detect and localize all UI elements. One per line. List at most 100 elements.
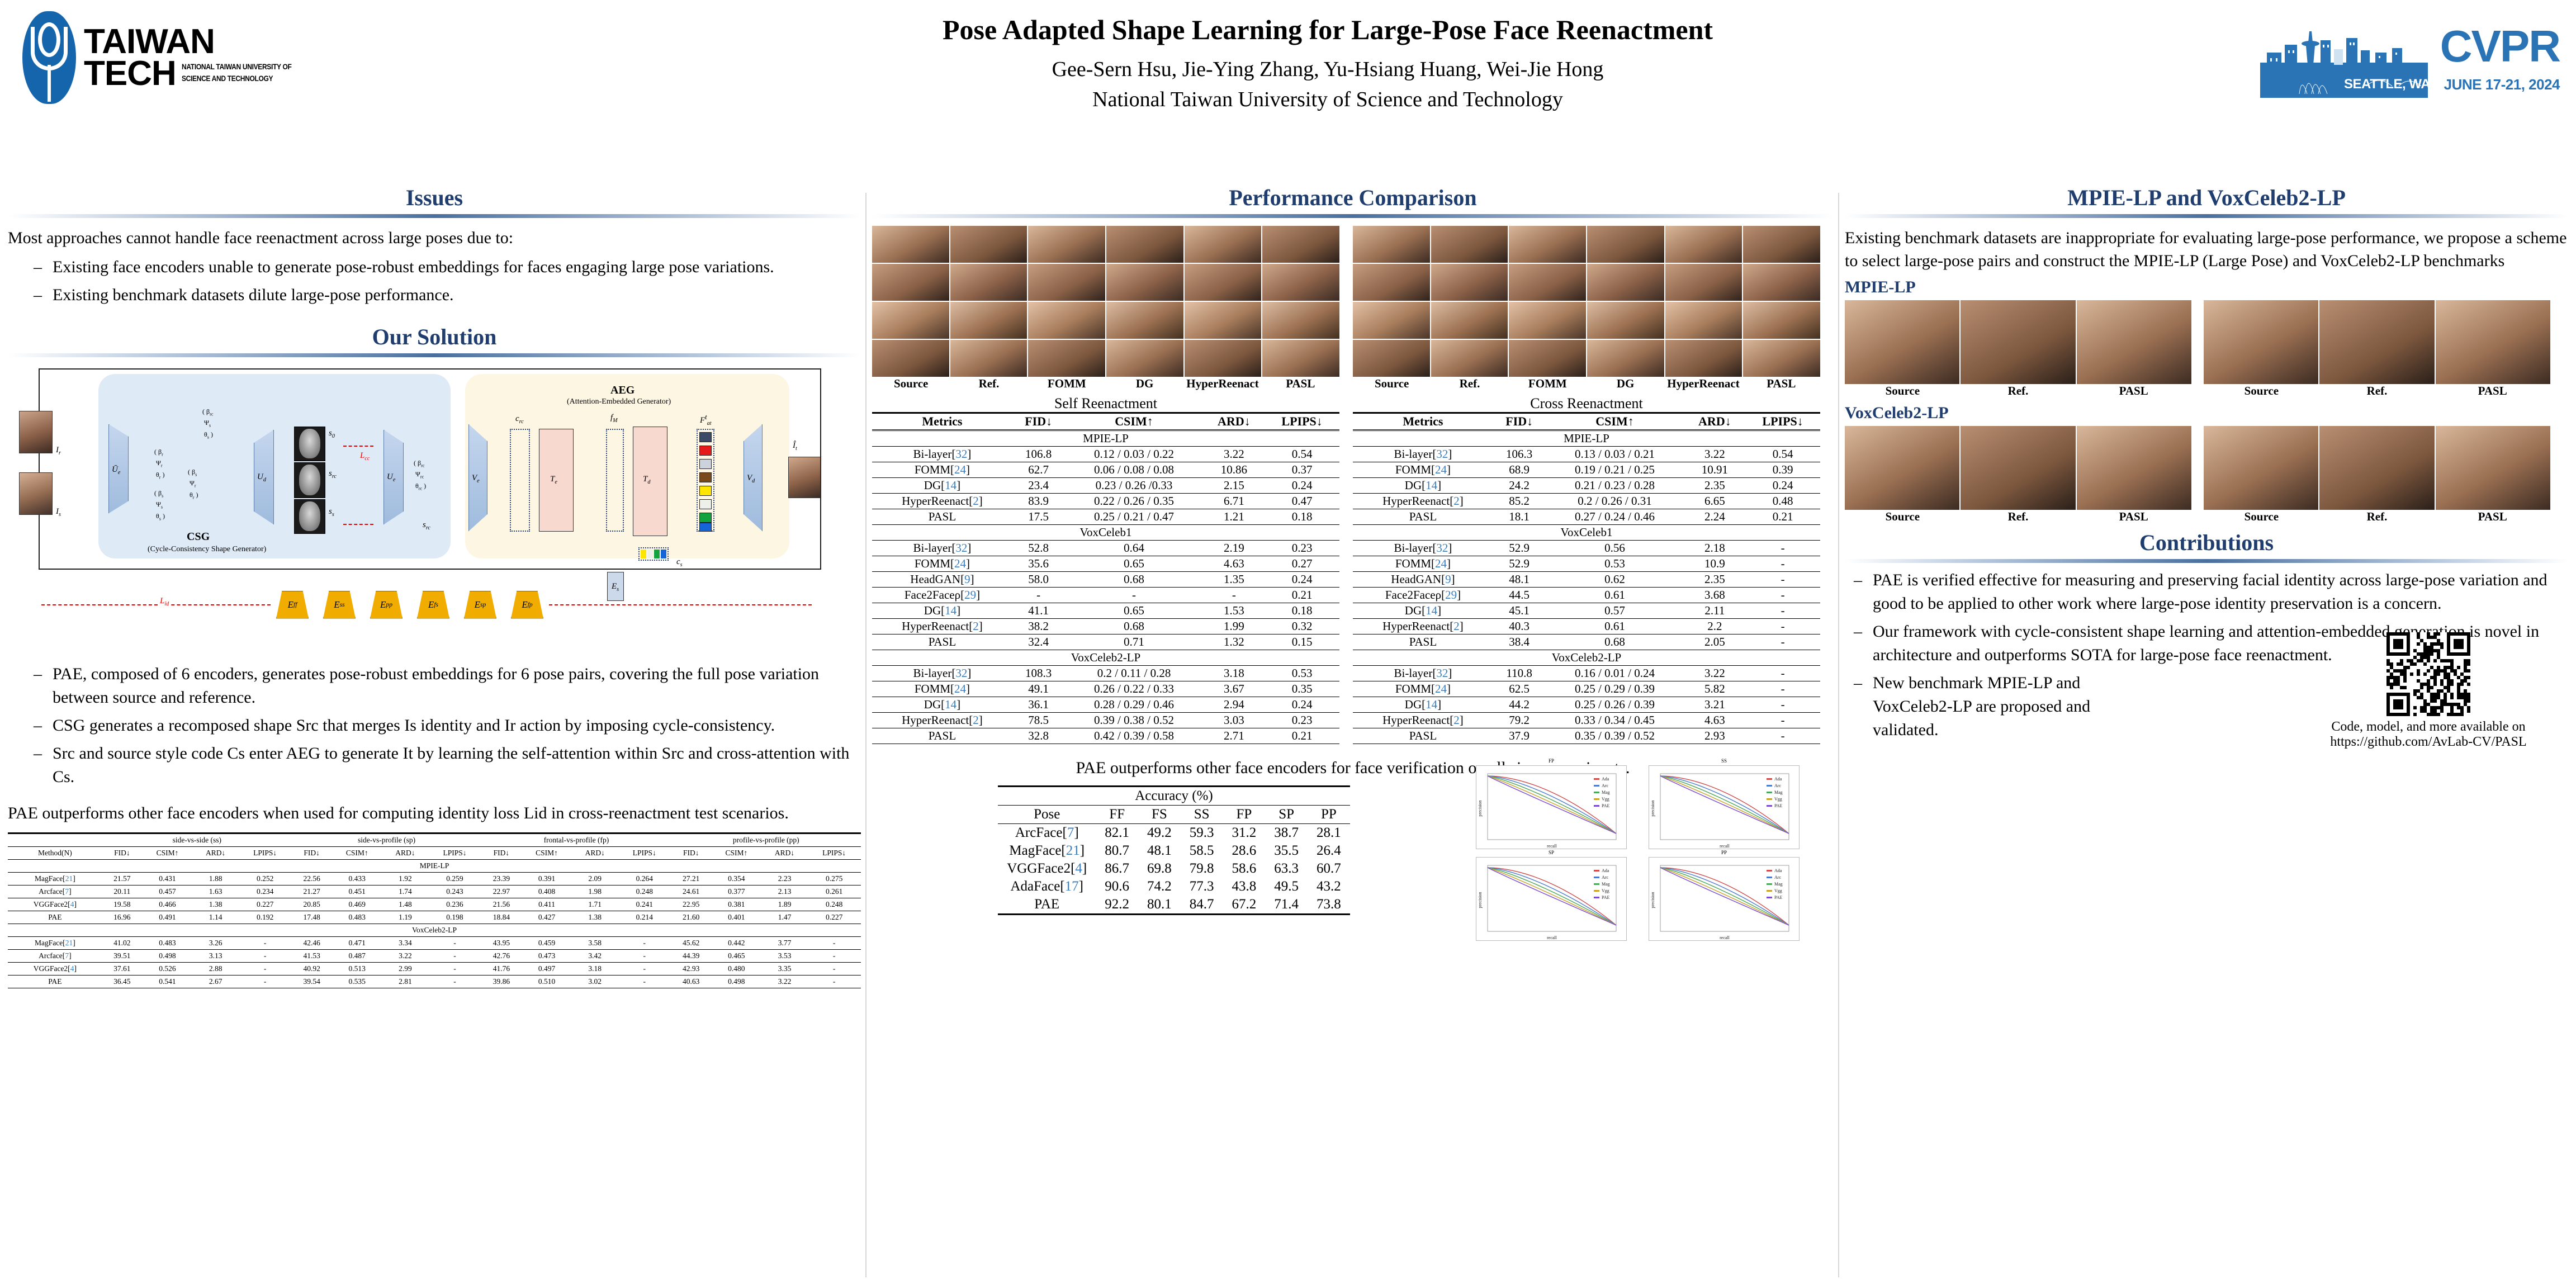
- sample-face-image: [1587, 340, 1664, 377]
- row-lpips: 0.37: [1291, 463, 1313, 476]
- hdr-ss-fid: FID↓: [114, 849, 130, 857]
- row-fid: 37.9: [1509, 729, 1530, 742]
- row-ard: 1.99: [1224, 619, 1244, 633]
- row-ard: 2.11: [1704, 604, 1725, 617]
- benchmarks-heading: MPIE-LP and VoxCeleb2-LP: [2067, 185, 2346, 210]
- row-value: 69.8: [1147, 861, 1172, 876]
- row-method: ArcFace[7]: [1015, 825, 1079, 840]
- row-value: -: [832, 951, 836, 960]
- svg-text:Mag: Mag: [1602, 790, 1610, 795]
- table-row: HyperReenact[2] 83.9 0.22 / 0.26 / 0.35 6.7…: [872, 494, 1339, 509]
- row-value: 92.2: [1105, 897, 1129, 912]
- row-value: 49.5: [1274, 879, 1299, 894]
- table-row: Bi-layer[32] 106.8 0.12 / 0.03 / 0.22 3.22 0…: [872, 447, 1339, 462]
- sample-caption: PASL: [2119, 384, 2148, 397]
- row-ard: 10.9: [1704, 557, 1725, 570]
- row-fid: 62.7: [1028, 463, 1049, 476]
- sample-face-image: [1743, 226, 1820, 263]
- row-fid: 79.2: [1509, 713, 1530, 727]
- row-csim: 0.2 / 0.11 / 0.28: [1097, 666, 1171, 680]
- row-value: 1.98: [588, 887, 602, 896]
- sample-caption: Ref.: [2007, 384, 2029, 397]
- row-value: 3.35: [778, 964, 792, 973]
- row-method: MagFace[21]: [34, 939, 75, 947]
- row-fid: 40.3: [1509, 619, 1530, 633]
- table-row: PASL 18.1 0.27 / 0.24 / 0.46 2.24 0.21: [1353, 509, 1820, 525]
- label-fM: fM: [610, 413, 618, 424]
- github-qr-code[interactable]: [2386, 632, 2470, 716]
- row-method: HyperReenact[2]: [902, 713, 983, 727]
- acc-hdr-ff: FF: [1109, 807, 1125, 822]
- row-lpips: 0.21: [1772, 510, 1793, 523]
- encoder-section-label: MPIE-LP: [419, 861, 449, 870]
- table-row: Bi-layer[32] 108.3 0.2 / 0.11 / 0.28 3.18 0.…: [872, 666, 1339, 681]
- sample-caption: Ref.: [978, 377, 1000, 390]
- row-value: 0.451: [348, 887, 366, 896]
- table-row: DG[14] 45.1 0.57 2.11 -: [1353, 603, 1820, 619]
- csg-title: CSG: [187, 530, 210, 543]
- logo-tech-text: TECH: [84, 54, 177, 93]
- svg-text:Vgg: Vgg: [1602, 797, 1609, 802]
- cvpr-wordmark: CVPR: [2440, 21, 2561, 71]
- svg-text:precision: precision: [1478, 800, 1483, 816]
- row-value: -: [832, 977, 836, 986]
- row-fid: 110.8: [1506, 666, 1532, 680]
- table-row: HeadGAN[9] 58.0 0.68 1.35 0.24: [872, 572, 1339, 588]
- accuracy-pose-header: Pose: [1034, 807, 1060, 822]
- logo-sub-line-2: SCIENCE AND TECHNOLOGY: [181, 74, 273, 83]
- sample-face-image: [950, 340, 1027, 377]
- row-csim: 0.64: [1124, 541, 1144, 555]
- row-value: 1.48: [399, 900, 412, 908]
- sample-face-image: [2435, 426, 2550, 510]
- table-row: PAE 16.96 0.491 1.14 0.192 17.48 0.483 1.19 0.19…: [8, 911, 861, 924]
- table-row: Face2Faceρ[29] - - - 0.21: [872, 588, 1339, 603]
- row-ard: 2.19: [1224, 541, 1244, 555]
- row-value: 0.442: [728, 939, 745, 947]
- voxceleb2-lp-subheading: VoxCeleb2-LP: [1845, 404, 1949, 422]
- label-cs: cs: [676, 557, 683, 568]
- row-value: 0.433: [348, 874, 366, 883]
- row-value: 20.85: [303, 900, 320, 908]
- row-value: 0.457: [159, 887, 176, 896]
- row-method: DG[14]: [1404, 698, 1442, 711]
- row-ard: 5.82: [1704, 682, 1725, 695]
- row-ard: 10.86: [1220, 463, 1247, 476]
- sample-face-image: [2076, 426, 2191, 510]
- row-value: -: [643, 977, 646, 986]
- row-value: -: [263, 939, 267, 947]
- label-Te: Te: [550, 474, 557, 485]
- decoder-Ud: [254, 429, 274, 525]
- row-value: 28.6: [1232, 843, 1257, 858]
- row-value: 0.241: [636, 900, 653, 908]
- row-lpips: 0.54: [1291, 447, 1313, 461]
- row-method: HyperReenact[2]: [902, 619, 983, 633]
- sample-caption: FOMM: [1528, 377, 1567, 390]
- issues-bullet-2: Existing benchmark datasets dilute large…: [30, 283, 861, 307]
- svg-text:Mag: Mag: [1602, 882, 1610, 887]
- row-value: 0.473: [538, 951, 556, 960]
- table-row: FOMM[24] 52.9 0.53 10.9 -: [1353, 556, 1820, 572]
- row-csim: 0.25 / 0.29 / 0.39: [1575, 682, 1655, 695]
- qr-caption-line-2[interactable]: https://github.com/AvLab-CV/PASL: [2330, 735, 2527, 749]
- row-value: 0.275: [825, 874, 843, 883]
- row-csim: 0.65: [1124, 604, 1144, 617]
- row-value: 1.38: [209, 900, 222, 908]
- sample-face-image: [1353, 226, 1430, 263]
- row-fid: 78.5: [1028, 713, 1049, 727]
- row-method: Face2Faceρ[29]: [1385, 588, 1461, 602]
- encoder-comparison-table: side-vs-side (ss) side-vs-profile (sp) f…: [8, 832, 861, 988]
- sample-face-image: [1184, 302, 1262, 339]
- row-method: AdaFace[17]: [1010, 879, 1083, 894]
- sample-face-image: [1509, 226, 1586, 263]
- label-Ue: Ue: [387, 472, 396, 483]
- row-ard: 1.21: [1224, 510, 1244, 523]
- row-value: 2.88: [209, 964, 222, 973]
- sample-face-image: [1743, 302, 1820, 339]
- sample-face-image: [1845, 426, 1960, 510]
- row-method: VGGFace2[4]: [33, 900, 77, 908]
- middle-column: Performance Comparison Source Ref. FOMM DG H…: [872, 184, 1834, 941]
- table-row: FOMM[24] 35.6 0.65 4.63 0.27: [872, 556, 1339, 572]
- row-csim: 0.68: [1604, 635, 1625, 648]
- roc-curve-chart: FP Ada Arc Mag Vgg PAE recall precision: [1476, 758, 1627, 849]
